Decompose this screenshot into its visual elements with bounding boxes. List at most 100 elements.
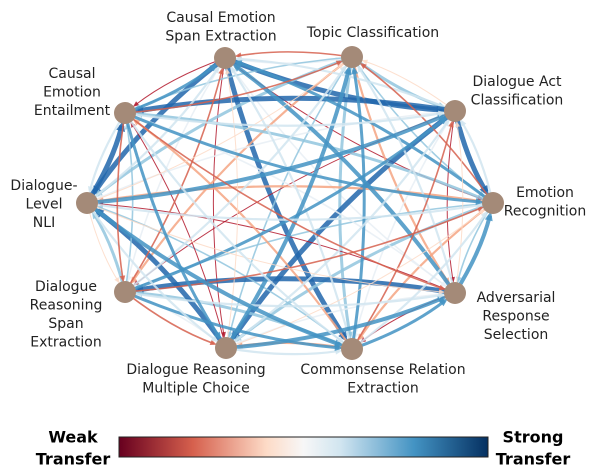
arrowhead [337, 63, 345, 69]
arrowhead [230, 65, 237, 74]
edge [354, 110, 456, 337]
arrowhead [438, 284, 446, 291]
node [215, 337, 237, 359]
edge [86, 202, 443, 293]
edge [224, 69, 351, 350]
node-label: Causal [49, 66, 96, 82]
edge [351, 213, 487, 350]
edge [86, 114, 444, 205]
arrowhead [114, 277, 120, 284]
edge [124, 112, 444, 290]
colorbar [118, 436, 489, 458]
arrowhead [437, 110, 446, 117]
edge [225, 210, 484, 349]
arrowhead [459, 118, 467, 127]
node-label: Topic Classification [306, 25, 439, 41]
node-label: Recognition [504, 204, 586, 220]
edge [236, 60, 494, 205]
node-label: Dialogue Reasoning [126, 362, 265, 378]
arrowhead [209, 339, 217, 346]
arrowhead [335, 60, 344, 66]
node-label: Span Extraction [165, 29, 276, 45]
arrowhead [448, 120, 454, 128]
arrowhead [455, 120, 460, 128]
edge [124, 70, 223, 293]
node [114, 102, 136, 124]
arrowhead [119, 275, 126, 283]
arrowhead [210, 335, 219, 343]
arrowhead [359, 62, 367, 70]
arrowhead [438, 292, 446, 299]
edge [86, 68, 219, 204]
edge [86, 202, 217, 342]
arrowhead [336, 336, 345, 344]
node-label: Multiple Choice [142, 381, 249, 397]
edges [84, 51, 495, 356]
edge [137, 95, 456, 114]
edge [124, 291, 215, 345]
node-label: Span [48, 316, 83, 332]
arrowhead [212, 65, 220, 74]
node [444, 100, 466, 122]
node-label: Entailment [34, 103, 111, 119]
edge [124, 64, 216, 115]
node [341, 46, 363, 68]
arrowhead [357, 333, 365, 342]
arrowhead [476, 206, 485, 212]
node [76, 192, 98, 214]
edge [124, 112, 343, 343]
edge [364, 60, 456, 112]
legend-high: Transfer [496, 450, 571, 465]
edge [338, 56, 354, 337]
arrowhead [130, 276, 138, 285]
edge [134, 57, 226, 106]
arrowhead [209, 63, 219, 72]
arrowhead [478, 209, 486, 215]
edge [124, 290, 340, 350]
legend-low: Transfer [36, 450, 111, 465]
legend-high: Strong [503, 428, 564, 447]
edge [454, 123, 464, 294]
node-label: Response [482, 309, 549, 325]
arrowhead [361, 59, 368, 65]
arrowhead [475, 198, 485, 206]
edge [351, 123, 453, 350]
edge [350, 69, 366, 350]
node-label: Commonsense Relation [300, 362, 465, 378]
node-label: Adversarial [477, 290, 556, 306]
edge [131, 56, 353, 282]
arrowhead [442, 118, 450, 127]
arrowhead [480, 210, 488, 219]
node [214, 47, 236, 69]
node-label: Emotion [43, 85, 101, 101]
node-label: NLI [33, 215, 55, 231]
node [341, 338, 363, 360]
edge [124, 111, 443, 127]
edge [228, 56, 353, 336]
node-label: Dialogue Act [472, 74, 562, 90]
edge [350, 56, 449, 283]
arrowhead [357, 64, 364, 73]
edge [116, 112, 126, 280]
arrowhead [218, 67, 224, 75]
edge [124, 125, 134, 293]
node [114, 281, 136, 303]
arrowhead [87, 186, 94, 194]
arrowhead [231, 62, 242, 72]
edge [123, 112, 221, 338]
node-label: Classification [471, 93, 564, 109]
arrowhead [213, 331, 222, 341]
edge [86, 64, 343, 204]
edge [225, 70, 239, 349]
edge [234, 64, 457, 295]
nodes: Causal Emotion Span Extraction Topic Class… [10, 10, 586, 397]
edge [237, 51, 353, 58]
arrowhead [438, 289, 446, 295]
arrowhead [225, 67, 231, 75]
node-label: Extraction [30, 335, 101, 351]
node-label: Extraction [347, 381, 418, 397]
edge [124, 117, 446, 294]
edge [134, 119, 353, 350]
